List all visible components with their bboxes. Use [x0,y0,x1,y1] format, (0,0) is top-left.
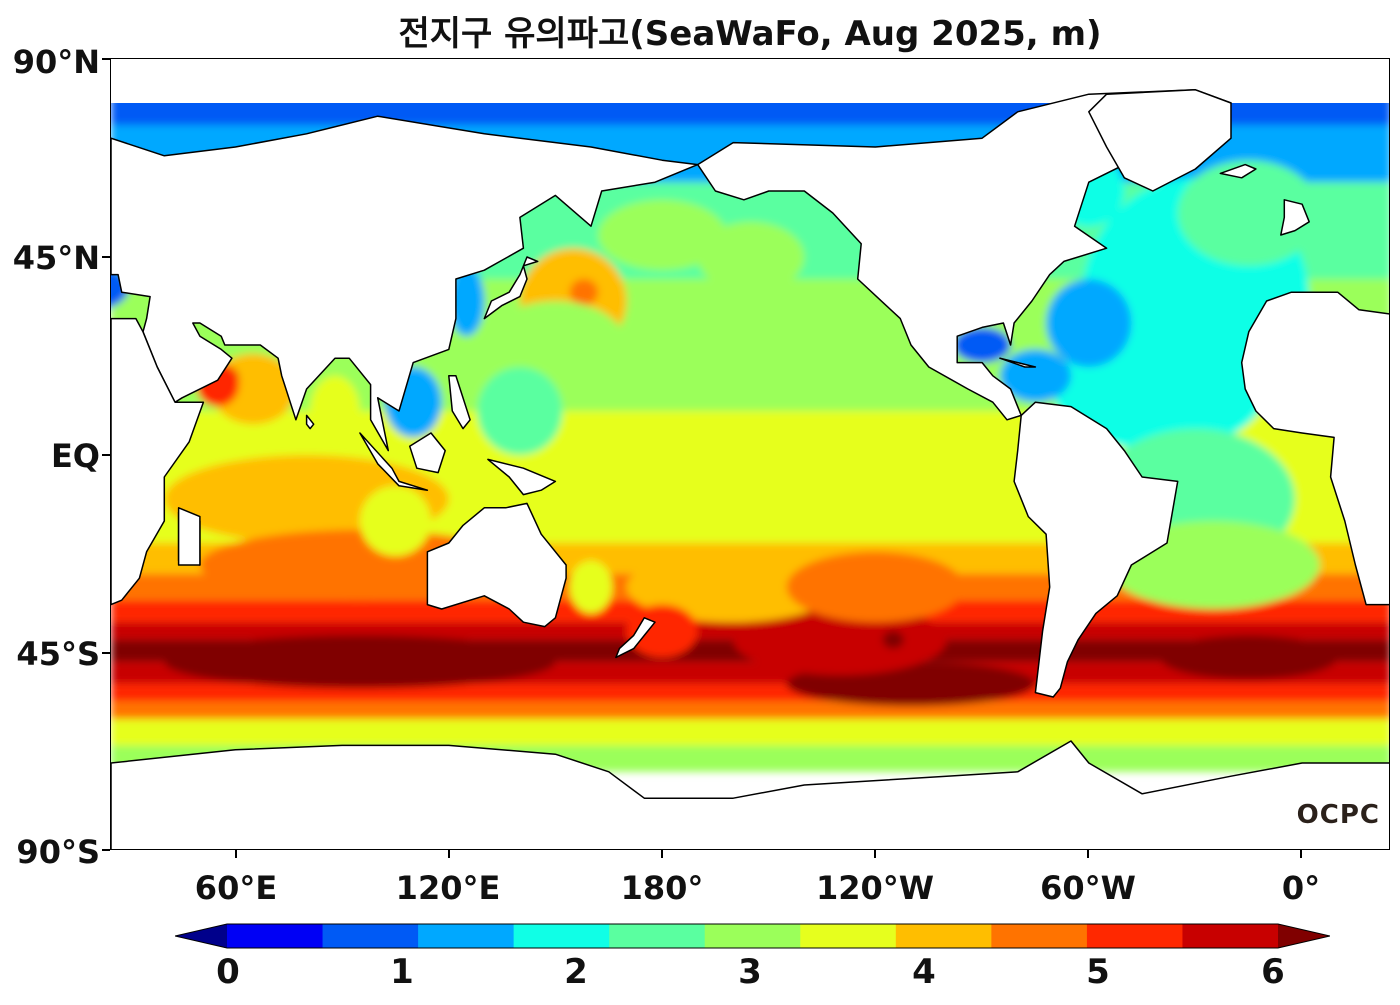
colorbar-bin [991,924,1088,948]
wave-region [1159,635,1338,680]
ocpc-logo: OCPC [1296,800,1380,830]
lat-label-45n: 45°N [12,239,100,277]
wave-region [953,327,1011,363]
lat-tick [102,454,110,456]
lon-tick [661,850,663,858]
colorbar-bin [322,924,419,948]
wave-region [626,551,840,623]
lat-label-90n: 90°N [12,43,100,81]
wave-region [569,279,599,306]
map-title: 전지구 유의파고(SeaWaFo, Aug 2025, m) [398,14,1102,54]
wave-region [598,199,727,271]
colorbar-label-4: 4 [912,952,936,992]
wave-region [697,221,805,293]
wave-band [111,683,1389,702]
lon-label-60w: 60°W [1040,869,1136,907]
lat-tick [102,256,110,258]
wave-region [477,367,563,455]
lon-label-120e: 120°E [395,869,501,907]
landmass-south-america [1013,401,1179,698]
map-canvas [111,59,1389,849]
wave-region [1046,279,1132,367]
landmass-iceland [1219,163,1257,179]
colorbar-label-3: 3 [738,952,762,992]
lat-tick [102,652,110,654]
wave-band [111,701,1389,719]
lon-label-60e: 60°E [194,869,278,907]
landmass-greenland [1088,89,1232,192]
colorbar-label-0: 0 [216,952,240,992]
lon-label-120w: 120°W [815,869,935,907]
landmass-uk [1280,199,1310,236]
landmass-japan [483,256,539,320]
lat-tick [102,849,110,851]
landmass-cuba [999,357,1037,368]
lat-label-90s: 90°S [16,833,100,871]
lon-tick [448,850,450,858]
wave-region [448,265,485,337]
wave-region [310,375,360,447]
colorbar-over-arrow [1278,924,1330,948]
lon-tick [874,850,876,858]
colorbar-bin [418,924,515,948]
lon-tick [1300,850,1302,858]
colorbar-label-2: 2 [564,952,588,992]
lat-tick [102,58,110,60]
lon-label-0: 0° [1281,869,1321,907]
landmass-new-guinea [487,458,557,496]
landmass-indochina-madagascar-fix [177,507,201,566]
colorbar-label-5: 5 [1086,952,1110,992]
landmass-sumatra-java [359,432,429,491]
wave-region [786,551,965,623]
colorbar-bin [895,924,992,948]
wave-band [111,719,1389,746]
landmass-australia [426,502,567,628]
colorbar [175,923,1330,949]
wave-region [1177,160,1320,266]
landmass-africa [111,317,205,606]
lat-label-eq: EQ [50,437,100,475]
landmasses [111,59,1389,849]
landmass-new-zealand [615,617,656,659]
colorbar-bin [513,924,610,948]
colorbar-outline [175,923,1330,949]
colorbar-bin [227,924,324,948]
lon-tick [1087,850,1089,858]
landmass-borneo-indonesia [408,432,446,474]
wave-region [569,560,613,614]
wave-region [882,631,904,649]
colorbar-bin [1182,924,1279,948]
colorbar-bin [704,924,801,948]
wave-region [359,485,431,557]
colorbar-label-1: 1 [390,952,414,992]
landmass-philippines [448,375,471,430]
landmass-africa-west [1240,291,1389,606]
lon-label-180: 180° [620,869,704,907]
wave-region [733,604,947,675]
landmass-sri-lanka [305,414,315,430]
lon-tick [235,850,237,858]
colorbar-bin [1086,924,1184,948]
wave-height-map [110,58,1390,850]
colorbar-under-arrow [175,924,227,948]
colorbar-label-6: 6 [1261,952,1285,992]
lat-label-45s: 45°S [16,635,100,673]
wave-region [164,635,556,689]
colorbar-bin [800,924,897,948]
colorbar-bin [609,924,706,948]
landmass-antarctica [111,740,1389,849]
